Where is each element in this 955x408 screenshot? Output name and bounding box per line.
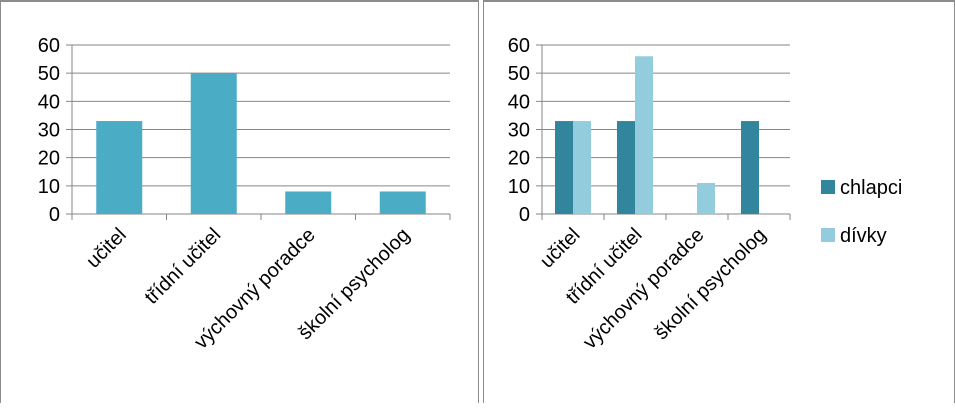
- y-tick-label: 40: [508, 91, 530, 113]
- y-tick-label: 50: [38, 63, 60, 85]
- bar-chlapci: [741, 121, 759, 214]
- bar: [190, 73, 237, 215]
- bar: [285, 191, 332, 214]
- right-chart-panel: 0 10 20 30 40 50 60 učitel třídní učitel výchovný…: [483, 0, 955, 403]
- y-tick-label: 20: [38, 148, 60, 170]
- bar-chlapci: [617, 121, 635, 214]
- legend-swatch-divky: [821, 228, 835, 242]
- y-tick-label: 0: [519, 204, 530, 226]
- y-tick-label: 60: [38, 35, 60, 57]
- x-category-label: učitel: [82, 224, 131, 273]
- y-tick-label: 10: [38, 176, 60, 198]
- legend-swatch-chlapci: [821, 180, 835, 194]
- y-tick-label: 20: [508, 148, 530, 170]
- bar: [379, 191, 426, 214]
- y-tick-label: 60: [508, 35, 530, 57]
- bar-divky: [573, 121, 591, 214]
- x-category-label: školní psycholog: [650, 224, 770, 344]
- left-chart-panel: 0 10 20 30 40 50 60 učitel třídní učitel výchovný…: [0, 0, 479, 403]
- bar: [96, 121, 143, 214]
- legend-label: dívky: [840, 225, 887, 247]
- bar-divky: [635, 56, 653, 215]
- bar-divky: [697, 183, 715, 214]
- y-tick-label: 10: [508, 176, 530, 198]
- x-category-label: učitel: [536, 224, 585, 273]
- bar-chlapci: [555, 121, 573, 214]
- y-tick-label: 30: [38, 120, 60, 142]
- x-category-label: třídní učitel: [141, 224, 226, 309]
- y-tick-label: 50: [508, 63, 530, 85]
- y-tick-label: 40: [38, 91, 60, 113]
- y-tick-label: 30: [508, 120, 530, 142]
- y-tick-label: 0: [49, 204, 60, 226]
- legend-label: chlapci: [840, 177, 902, 199]
